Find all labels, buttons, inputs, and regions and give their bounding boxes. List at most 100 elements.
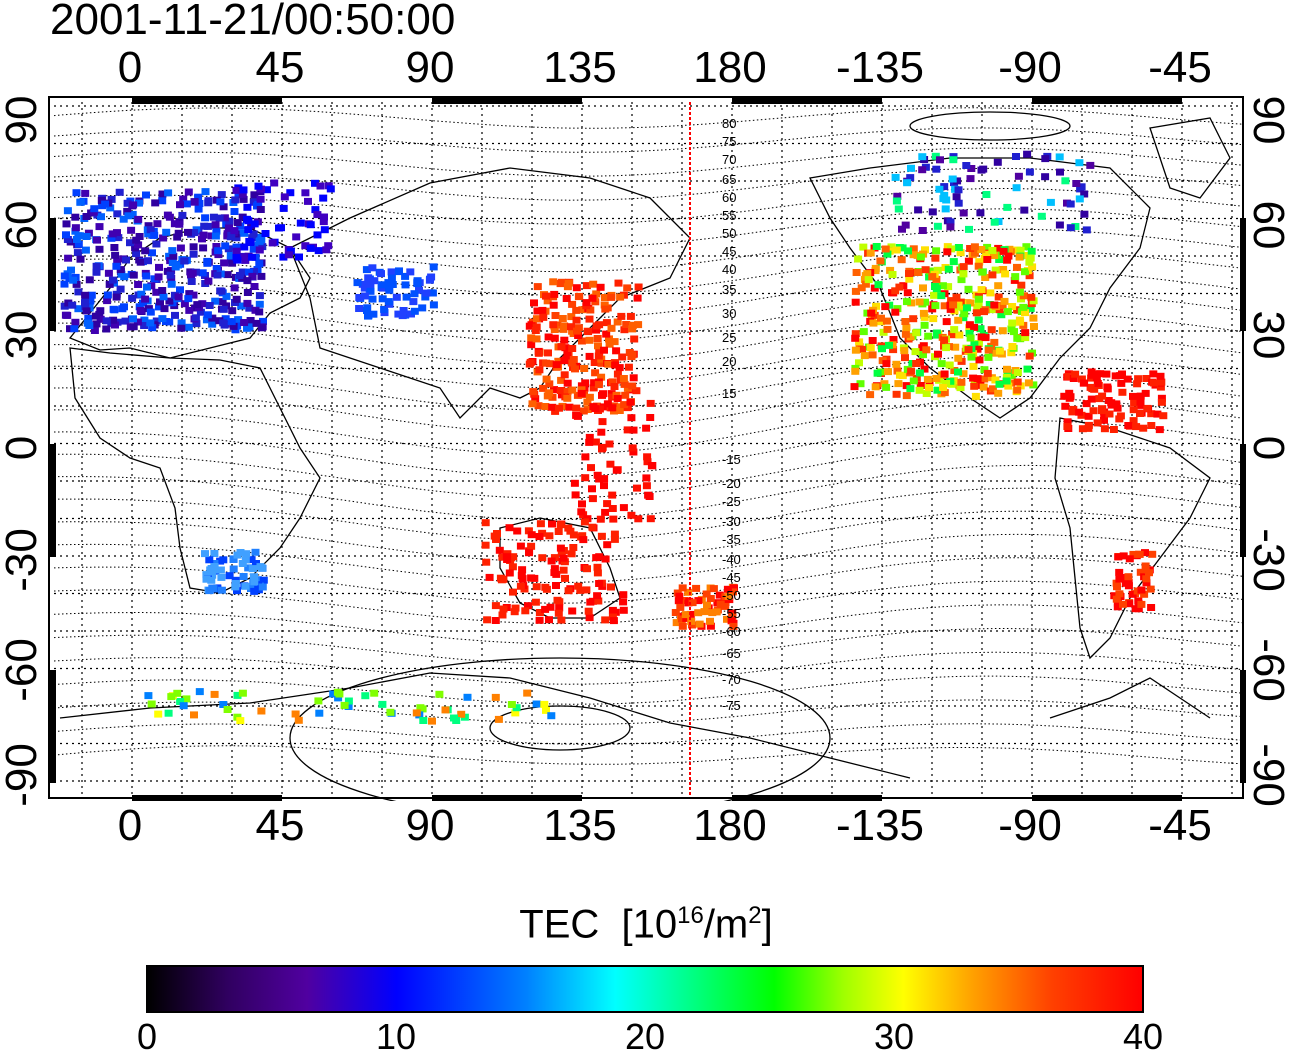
tec-cell-europe <box>134 215 143 223</box>
tec-cell-pacific <box>633 484 641 492</box>
tec-cell-europe <box>176 201 184 209</box>
contour-line <box>53 487 1243 542</box>
tec-cell-europe <box>238 190 247 198</box>
contour-line <box>53 675 1243 705</box>
tec-cell-japan <box>632 387 641 395</box>
tec-cell-europe <box>81 303 90 311</box>
tec-cell-canada <box>1012 184 1021 192</box>
tec-cell-japan <box>572 404 581 412</box>
tec-cell-japan <box>548 393 557 401</box>
tec-cell-europe <box>176 244 185 252</box>
tec-cell-north-america <box>973 375 982 383</box>
tec-cell-australia <box>545 616 553 624</box>
tec-cell-australia <box>481 541 490 549</box>
tec-cell-asia <box>368 264 377 272</box>
tec-cell-north-america <box>957 378 966 386</box>
tec-cell-newzealand <box>702 590 711 598</box>
tec-cell-antarctica <box>416 704 425 712</box>
tec-cell-north-america <box>866 391 875 399</box>
tec-cell-europe <box>241 256 250 264</box>
tec-cell-north-america <box>920 321 929 329</box>
contour-label: -20 <box>722 476 741 491</box>
contour-label: -35 <box>722 532 741 547</box>
tec-cell-pacific <box>627 511 636 519</box>
tec-cell-europe <box>158 287 167 294</box>
tec-cell-pacific <box>606 460 615 468</box>
tec-cell-pacific <box>612 466 621 474</box>
tec-cell-north-america <box>983 369 992 377</box>
tec-cell-north-america <box>973 345 982 353</box>
tec-cell-europe <box>64 254 73 262</box>
tec-cell-europe <box>279 204 288 212</box>
tec-cell-canada <box>914 206 923 214</box>
tec-cell-europe <box>189 291 198 299</box>
contour-label: -50 <box>722 588 741 603</box>
tec-cell-europe <box>107 195 116 203</box>
tec-cell-north-america <box>881 245 890 253</box>
tec-cell-north-america <box>928 273 937 281</box>
tec-cell-north-america <box>965 321 974 329</box>
tec-cell-europe <box>90 205 99 213</box>
tec-cell-europe <box>220 214 229 222</box>
tec-cell-canada <box>907 164 915 172</box>
tec-cell-south-america <box>1119 600 1127 608</box>
tec-cell-asia <box>370 277 379 285</box>
tec-cell-north-america <box>1002 377 1011 385</box>
tec-cell-antarctica <box>378 700 387 708</box>
tec-cell-pacific <box>623 426 632 434</box>
tec-cell-north-america <box>937 292 946 300</box>
tec-cell-japan <box>568 386 577 394</box>
tec-cell-europe <box>141 295 150 303</box>
tec-cell-europe <box>83 319 92 327</box>
tec-cell-newzealand <box>678 584 687 592</box>
tec-cell-japan <box>598 391 606 399</box>
tec-cell-north-america <box>1026 254 1035 262</box>
tec-cell-europe <box>95 223 104 231</box>
tec-cell-pacific <box>619 504 628 512</box>
tec-cell-europe <box>91 312 100 320</box>
tec-cell-europe <box>232 234 241 242</box>
tec-cell-caribbean <box>1132 423 1141 431</box>
tec-cell-europe <box>144 257 152 265</box>
tec-cell-newzealand <box>730 584 738 592</box>
tec-cell-australia <box>508 563 517 571</box>
tec-cell-australia <box>564 587 573 595</box>
tec-cell-antarctica <box>182 695 191 703</box>
tec-cell-pacific <box>629 448 638 456</box>
contour-label: 25 <box>722 330 736 345</box>
tec-cell-north-america <box>880 380 889 388</box>
tec-cell-europe <box>155 303 163 311</box>
tec-cell-caribbean <box>1087 395 1096 403</box>
tec-cell-south-america <box>1148 550 1157 558</box>
tec-cell-japan <box>580 365 589 372</box>
tec-cell-japan <box>617 312 626 320</box>
tec-cell-canada <box>1066 200 1075 208</box>
tec-cell-europe <box>63 207 72 215</box>
tec-cell-australia <box>491 602 500 610</box>
tec-cell-japan <box>563 283 572 291</box>
tec-cell-japan <box>549 321 558 329</box>
tec-cell-caribbean <box>1130 399 1139 407</box>
tec-cell-pacific <box>646 399 655 407</box>
tec-cell-north-america <box>932 275 941 283</box>
tec-observations <box>60 150 1168 725</box>
tec-cell-australia <box>569 531 578 539</box>
left-tick: -90 <box>0 743 46 807</box>
tec-cell-north-america <box>942 344 951 352</box>
contour-label: -65 <box>722 646 741 661</box>
tec-cell-australia <box>554 609 563 617</box>
tec-cell-europe <box>311 206 320 214</box>
tec-cell-europe <box>111 251 120 259</box>
colorbar-title: TEC [1016/m2] <box>0 902 1292 947</box>
tec-cell-south-america <box>1124 582 1133 590</box>
tec-cell-south-africa <box>205 556 214 564</box>
tec-cell-newzealand <box>709 585 718 593</box>
tec-cell-antarctica <box>463 693 472 701</box>
tec-cell-japan <box>563 387 572 395</box>
tec-cell-newzealand <box>671 609 680 616</box>
tec-cell-north-america <box>991 376 1000 384</box>
tec-cell-north-america <box>1013 386 1022 394</box>
tec-cell-north-america <box>892 390 901 398</box>
tec-cell-north-america <box>871 383 880 391</box>
tec-cell-europe <box>306 221 315 229</box>
